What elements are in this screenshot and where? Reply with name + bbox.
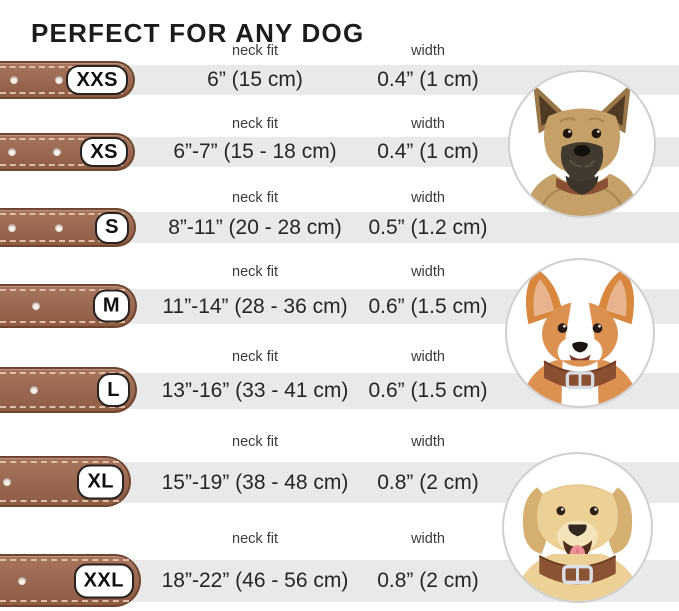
terrier-illustration bbox=[523, 83, 641, 216]
neck-fit-column-header: neck fit bbox=[232, 43, 278, 59]
neck-fit-value: 13”-16” (33 - 41 cm) bbox=[161, 379, 349, 402]
width-value: 0.8” (2 cm) bbox=[377, 470, 479, 494]
size-badge: M bbox=[92, 289, 130, 323]
collar-strap: S bbox=[0, 208, 136, 247]
neck-fit-column-header: neck fit bbox=[232, 190, 278, 206]
neck-fit-column-header: neck fit bbox=[232, 264, 278, 280]
collar-hole bbox=[18, 576, 26, 585]
collar-hole bbox=[10, 76, 18, 84]
labrador-illustration bbox=[511, 484, 644, 601]
size-badge: XXS bbox=[66, 65, 128, 95]
collar-hole bbox=[3, 477, 11, 486]
collar-hole bbox=[55, 76, 63, 84]
dog-photo-labrador bbox=[502, 452, 653, 603]
width-value: 0.8” (2 cm) bbox=[377, 569, 479, 592]
neck-fit-value: 6” (15 cm) bbox=[207, 68, 303, 91]
collar-strap: XS bbox=[0, 133, 135, 171]
collar-strap: M bbox=[0, 284, 137, 328]
size-badge: S bbox=[95, 211, 129, 244]
collar-hole bbox=[30, 386, 38, 394]
collar-hole bbox=[32, 302, 40, 310]
collar-hole bbox=[55, 223, 63, 232]
width-value: 0.5” (1.2 cm) bbox=[368, 215, 488, 239]
width-column-header: width bbox=[411, 190, 445, 206]
neck-fit-value: 15”-19” (38 - 48 cm) bbox=[161, 470, 349, 494]
neck-fit-column-header: neck fit bbox=[232, 434, 278, 450]
collar-strap: XXS bbox=[0, 61, 135, 99]
width-value: 0.6” (1.5 cm) bbox=[368, 379, 488, 402]
collar-strap: L bbox=[0, 367, 137, 413]
neck-fit-value: 6”-7” (15 - 18 cm) bbox=[173, 140, 337, 163]
size-badge: XS bbox=[80, 137, 128, 167]
width-column-header: width bbox=[411, 264, 445, 280]
collar-hole bbox=[8, 223, 16, 232]
width-column-header: width bbox=[411, 531, 445, 547]
collar-hole bbox=[8, 148, 16, 156]
width-column-header: width bbox=[411, 434, 445, 450]
width-value: 0.4” (1 cm) bbox=[377, 68, 479, 91]
neck-fit-column-header: neck fit bbox=[232, 116, 278, 132]
width-column-header: width bbox=[411, 116, 445, 132]
collar-hole bbox=[53, 148, 61, 156]
neck-fit-column-header: neck fit bbox=[232, 349, 278, 365]
collar-strap: XXL bbox=[0, 554, 141, 607]
width-column-header: width bbox=[411, 349, 445, 365]
width-column-header: width bbox=[411, 43, 445, 59]
width-value: 0.6” (1.5 cm) bbox=[368, 294, 488, 318]
size-badge: XXL bbox=[73, 563, 134, 598]
neck-fit-column-header: neck fit bbox=[232, 531, 278, 547]
width-value: 0.4” (1 cm) bbox=[377, 140, 479, 163]
neck-fit-value: 18”-22” (46 - 56 cm) bbox=[161, 569, 349, 592]
neck-fit-value: 8”-11” (20 - 28 cm) bbox=[168, 215, 342, 239]
page-title: PERFECT FOR ANY DOG bbox=[31, 18, 365, 49]
neck-fit-value: 11”-14” (28 - 36 cm) bbox=[162, 294, 348, 318]
collar-strap: XL bbox=[0, 456, 131, 507]
size-badge: XL bbox=[77, 464, 124, 499]
dog-photo-corgi bbox=[505, 258, 655, 408]
dog-photo-terrier bbox=[508, 70, 656, 218]
size-badge: L bbox=[97, 373, 130, 407]
corgi-illustration bbox=[518, 269, 642, 406]
